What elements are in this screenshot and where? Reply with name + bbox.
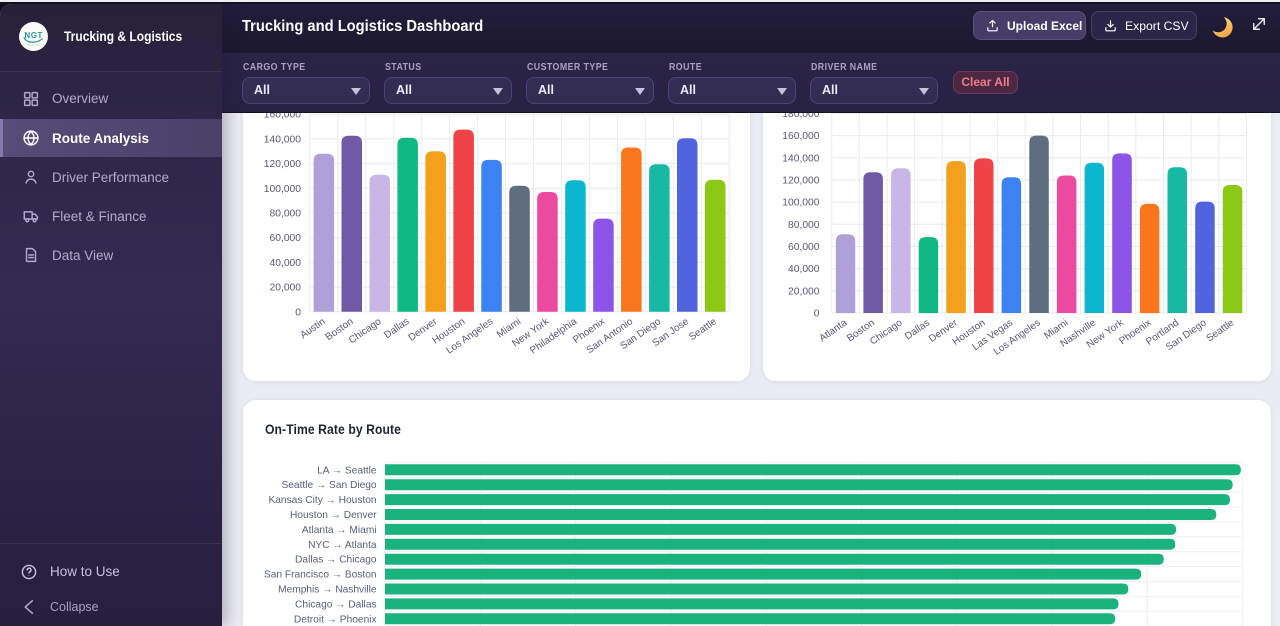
svg-text:160,000: 160,000	[782, 131, 819, 142]
svg-text:Memphis → Nashville: Memphis → Nashville	[278, 585, 377, 596]
svg-text:80,000: 80,000	[270, 209, 302, 220]
svg-text:Kansas City → Houston: Kansas City → Houston	[268, 495, 376, 506]
svg-text:0: 0	[814, 309, 820, 320]
svg-text:80,000: 80,000	[788, 220, 820, 231]
svg-text:20,000: 20,000	[270, 283, 302, 294]
svg-text:40,000: 40,000	[270, 258, 302, 269]
svg-text:Houston → Denver: Houston → Denver	[290, 510, 377, 521]
svg-text:Austin: Austin	[298, 316, 327, 341]
svg-text:LA → Seattle: LA → Seattle	[317, 465, 377, 476]
svg-text:Seattle → San Diego: Seattle → San Diego	[281, 480, 376, 491]
svg-text:180,000: 180,000	[782, 113, 819, 120]
svg-text:Chicago: Chicago	[868, 317, 905, 347]
svg-text:60,000: 60,000	[788, 242, 820, 253]
svg-text:20,000: 20,000	[788, 286, 820, 297]
svg-text:NGT: NGT	[24, 31, 43, 40]
svg-text:100,000: 100,000	[782, 198, 819, 209]
svg-text:Detroit → Phoenix: Detroit → Phoenix	[294, 614, 377, 625]
svg-text:NYC → Atlanta: NYC → Atlanta	[308, 540, 377, 551]
svg-text:Chicago: Chicago	[347, 316, 384, 346]
svg-text:120,000: 120,000	[264, 159, 301, 170]
svg-text:Seattle: Seattle	[687, 316, 719, 343]
svg-text:San Francisco → Boston: San Francisco → Boston	[264, 570, 377, 581]
svg-text:0: 0	[295, 307, 301, 318]
svg-text:Dallas: Dallas	[903, 317, 932, 342]
svg-text:40,000: 40,000	[788, 264, 820, 275]
svg-text:140,000: 140,000	[264, 134, 301, 145]
svg-text:Seattle: Seattle	[1205, 317, 1237, 344]
svg-text:100,000: 100,000	[264, 184, 301, 195]
svg-text:120,000: 120,000	[782, 176, 819, 187]
svg-text:Chicago → Dallas: Chicago → Dallas	[295, 599, 377, 610]
svg-text:Dallas → Chicago: Dallas → Chicago	[295, 555, 377, 566]
svg-text:160,000: 160,000	[264, 113, 301, 121]
svg-text:60,000: 60,000	[270, 233, 302, 244]
svg-text:Atlanta: Atlanta	[817, 317, 849, 344]
svg-text:Dallas: Dallas	[382, 316, 411, 341]
svg-text:140,000: 140,000	[782, 153, 819, 164]
svg-text:Atlanta → Miami: Atlanta → Miami	[302, 525, 377, 536]
